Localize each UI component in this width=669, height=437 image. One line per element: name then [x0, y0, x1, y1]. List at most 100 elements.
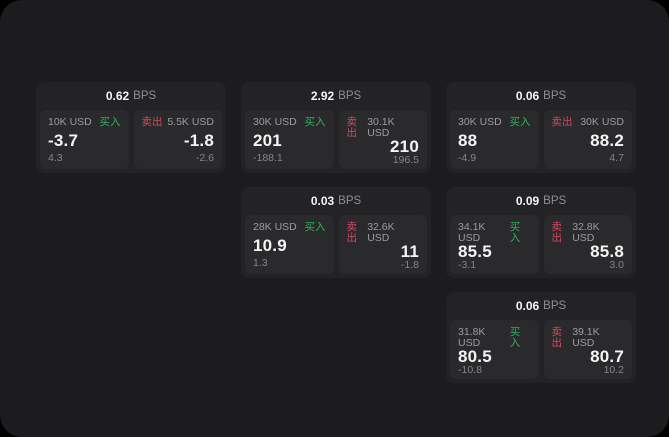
- bps-value: 0.06: [515, 89, 540, 103]
- buy-amount: 34.1K USD: [458, 221, 486, 244]
- sell-side-label: 卖出: [141, 116, 163, 128]
- sell-top-row: 卖出 39.1K USD: [552, 327, 625, 348]
- card-header: 0.06 BPS: [446, 292, 636, 320]
- sell-top-row: 卖出 32.6K USD: [347, 222, 420, 243]
- sell-top-row: 卖出 30K USD: [552, 117, 625, 128]
- card-header: 0.62 BPS: [36, 82, 226, 110]
- buy-amount: 31.8K USD: [458, 326, 486, 349]
- card-body: 10K USD 买入 -3.7 4.3 卖出 5.5K USD -1.8 -2.…: [36, 110, 226, 169]
- buy-top-row: 31.8K USD 买入: [458, 327, 531, 348]
- card-body: 30K USD 买入 201 -188.1 卖出 30.1K USD 210 1…: [241, 110, 431, 169]
- card-body: 31.8K USD 买入 80.5 -10.8 卖出 39.1K USD 80.…: [446, 320, 636, 379]
- sell-side-label: 卖出: [551, 221, 563, 244]
- buy-amount: 30K USD: [458, 116, 502, 128]
- buy-value: 10.9: [253, 235, 287, 255]
- buy-side-label: 买入: [509, 116, 531, 128]
- bps-unit-label: BPS: [543, 195, 567, 207]
- bps-value: 0.03: [310, 194, 335, 208]
- sell-panel[interactable]: 卖出 30.1K USD 210 196.5: [338, 110, 427, 169]
- sell-side-label: 卖出: [551, 326, 563, 349]
- buy-delta: -4.9: [458, 151, 477, 164]
- sell-panel[interactable]: 卖出 30K USD 88.2 4.7: [543, 110, 632, 169]
- card-header: 2.92 BPS: [241, 82, 431, 110]
- buy-value: 85.5: [458, 242, 492, 261]
- buy-panel[interactable]: 34.1K USD 买入 85.5 -3.1: [450, 215, 539, 274]
- sell-side-label: 卖出: [551, 116, 573, 128]
- card-header: 0.03 BPS: [241, 187, 431, 215]
- buy-amount: 10K USD: [48, 116, 92, 128]
- card-header: 0.06 BPS: [446, 82, 636, 110]
- sell-top-row: 卖出 32.8K USD: [552, 222, 625, 243]
- buy-value: -3.7: [48, 130, 79, 150]
- buy-delta: -188.1: [253, 151, 283, 164]
- sell-amount: 39.1K USD: [572, 326, 600, 349]
- buy-top-row: 28K USD 买入: [253, 222, 326, 233]
- bps-value: 0.06: [515, 299, 540, 313]
- quote-card: 0.06 BPS 31.8K USD 买入 80.5 -10.8 卖出 39.1…: [446, 292, 636, 383]
- sell-value: 80.7: [590, 347, 624, 366]
- buy-top-row: 10K USD 买入: [48, 117, 121, 128]
- card-body: 30K USD 买入 88 -4.9 卖出 30K USD 88.2 4.7: [446, 110, 636, 169]
- sell-panel[interactable]: 卖出 5.5K USD -1.8 -2.6: [133, 110, 222, 169]
- quote-card: 0.06 BPS 30K USD 买入 88 -4.9 卖出 30K USD 8…: [446, 82, 636, 173]
- buy-value: 201: [253, 130, 282, 150]
- buy-top-row: 34.1K USD 买入: [458, 222, 531, 243]
- buy-panel[interactable]: 30K USD 买入 201 -188.1: [245, 110, 334, 169]
- bps-unit-label: BPS: [338, 195, 362, 207]
- bps-unit-label: BPS: [133, 90, 157, 102]
- sell-side-label: 卖出: [346, 116, 358, 139]
- sell-delta: -2.6: [195, 151, 214, 164]
- sell-amount: 32.8K USD: [572, 221, 600, 244]
- buy-side-label: 买入: [509, 221, 521, 244]
- buy-delta: -3.1: [458, 259, 477, 271]
- bps-value: 0.09: [515, 194, 540, 208]
- sell-delta: 3.0: [609, 259, 624, 271]
- sell-panel[interactable]: 卖出 32.6K USD 11 -1.8: [338, 215, 427, 274]
- quote-card: 0.03 BPS 28K USD 买入 10.9 1.3 卖出 32.6K US…: [241, 187, 431, 278]
- bps-unit-label: BPS: [543, 90, 567, 102]
- buy-side-label: 买入: [99, 116, 121, 128]
- sell-delta: -1.8: [400, 259, 419, 271]
- card-header: 0.09 BPS: [446, 187, 636, 215]
- sell-amount: 30K USD: [580, 116, 624, 128]
- buy-top-row: 30K USD 买入: [253, 117, 326, 128]
- buy-delta: -10.8: [458, 364, 482, 376]
- buy-amount: 30K USD: [253, 116, 297, 128]
- sell-top-row: 卖出 5.5K USD: [142, 117, 215, 128]
- buy-panel[interactable]: 31.8K USD 买入 80.5 -10.8: [450, 320, 539, 379]
- bps-value: 0.62: [105, 89, 130, 103]
- bps-unit-label: BPS: [338, 90, 362, 102]
- buy-side-label: 买入: [304, 221, 326, 233]
- quote-card: 2.92 BPS 30K USD 买入 201 -188.1 卖出 30.1K …: [241, 82, 431, 173]
- sell-value: -1.8: [183, 130, 214, 150]
- buy-side-label: 买入: [304, 116, 326, 128]
- quote-card: 0.09 BPS 34.1K USD 买入 85.5 -3.1 卖出 32.8K…: [446, 187, 636, 278]
- sell-value: 88.2: [590, 130, 624, 150]
- buy-amount: 28K USD: [253, 221, 297, 233]
- quote-card: 0.62 BPS 10K USD 买入 -3.7 4.3 卖出 5.5K USD…: [36, 82, 226, 173]
- sell-panel[interactable]: 卖出 32.8K USD 85.8 3.0: [543, 215, 632, 274]
- sell-delta: 196.5: [392, 154, 419, 166]
- buy-delta: 4.3: [48, 151, 63, 164]
- card-body: 34.1K USD 买入 85.5 -3.1 卖出 32.8K USD 85.8…: [446, 215, 636, 274]
- buy-panel[interactable]: 10K USD 买入 -3.7 4.3: [40, 110, 129, 169]
- card-body: 28K USD 买入 10.9 1.3 卖出 32.6K USD 11 -1.8: [241, 215, 431, 274]
- sell-panel[interactable]: 卖出 39.1K USD 80.7 10.2: [543, 320, 632, 379]
- sell-top-row: 卖出 30.1K USD: [347, 117, 420, 138]
- buy-top-row: 30K USD 买入: [458, 117, 531, 128]
- sell-amount: 30.1K USD: [367, 116, 395, 139]
- bps-value: 2.92: [310, 89, 335, 103]
- buy-value: 88: [458, 130, 478, 150]
- sell-value: 210: [390, 137, 419, 156]
- buy-value: 80.5: [458, 347, 492, 366]
- sell-amount: 5.5K USD: [167, 116, 214, 128]
- buy-panel[interactable]: 28K USD 买入 10.9 1.3: [245, 215, 334, 274]
- buy-panel[interactable]: 30K USD 买入 88 -4.9: [450, 110, 539, 169]
- bps-unit-label: BPS: [543, 300, 567, 312]
- sell-value: 11: [400, 242, 419, 261]
- sell-delta: 10.2: [603, 364, 624, 376]
- buy-side-label: 买入: [509, 326, 521, 349]
- sell-delta: 4.7: [609, 151, 624, 164]
- sell-value: 85.8: [590, 242, 624, 261]
